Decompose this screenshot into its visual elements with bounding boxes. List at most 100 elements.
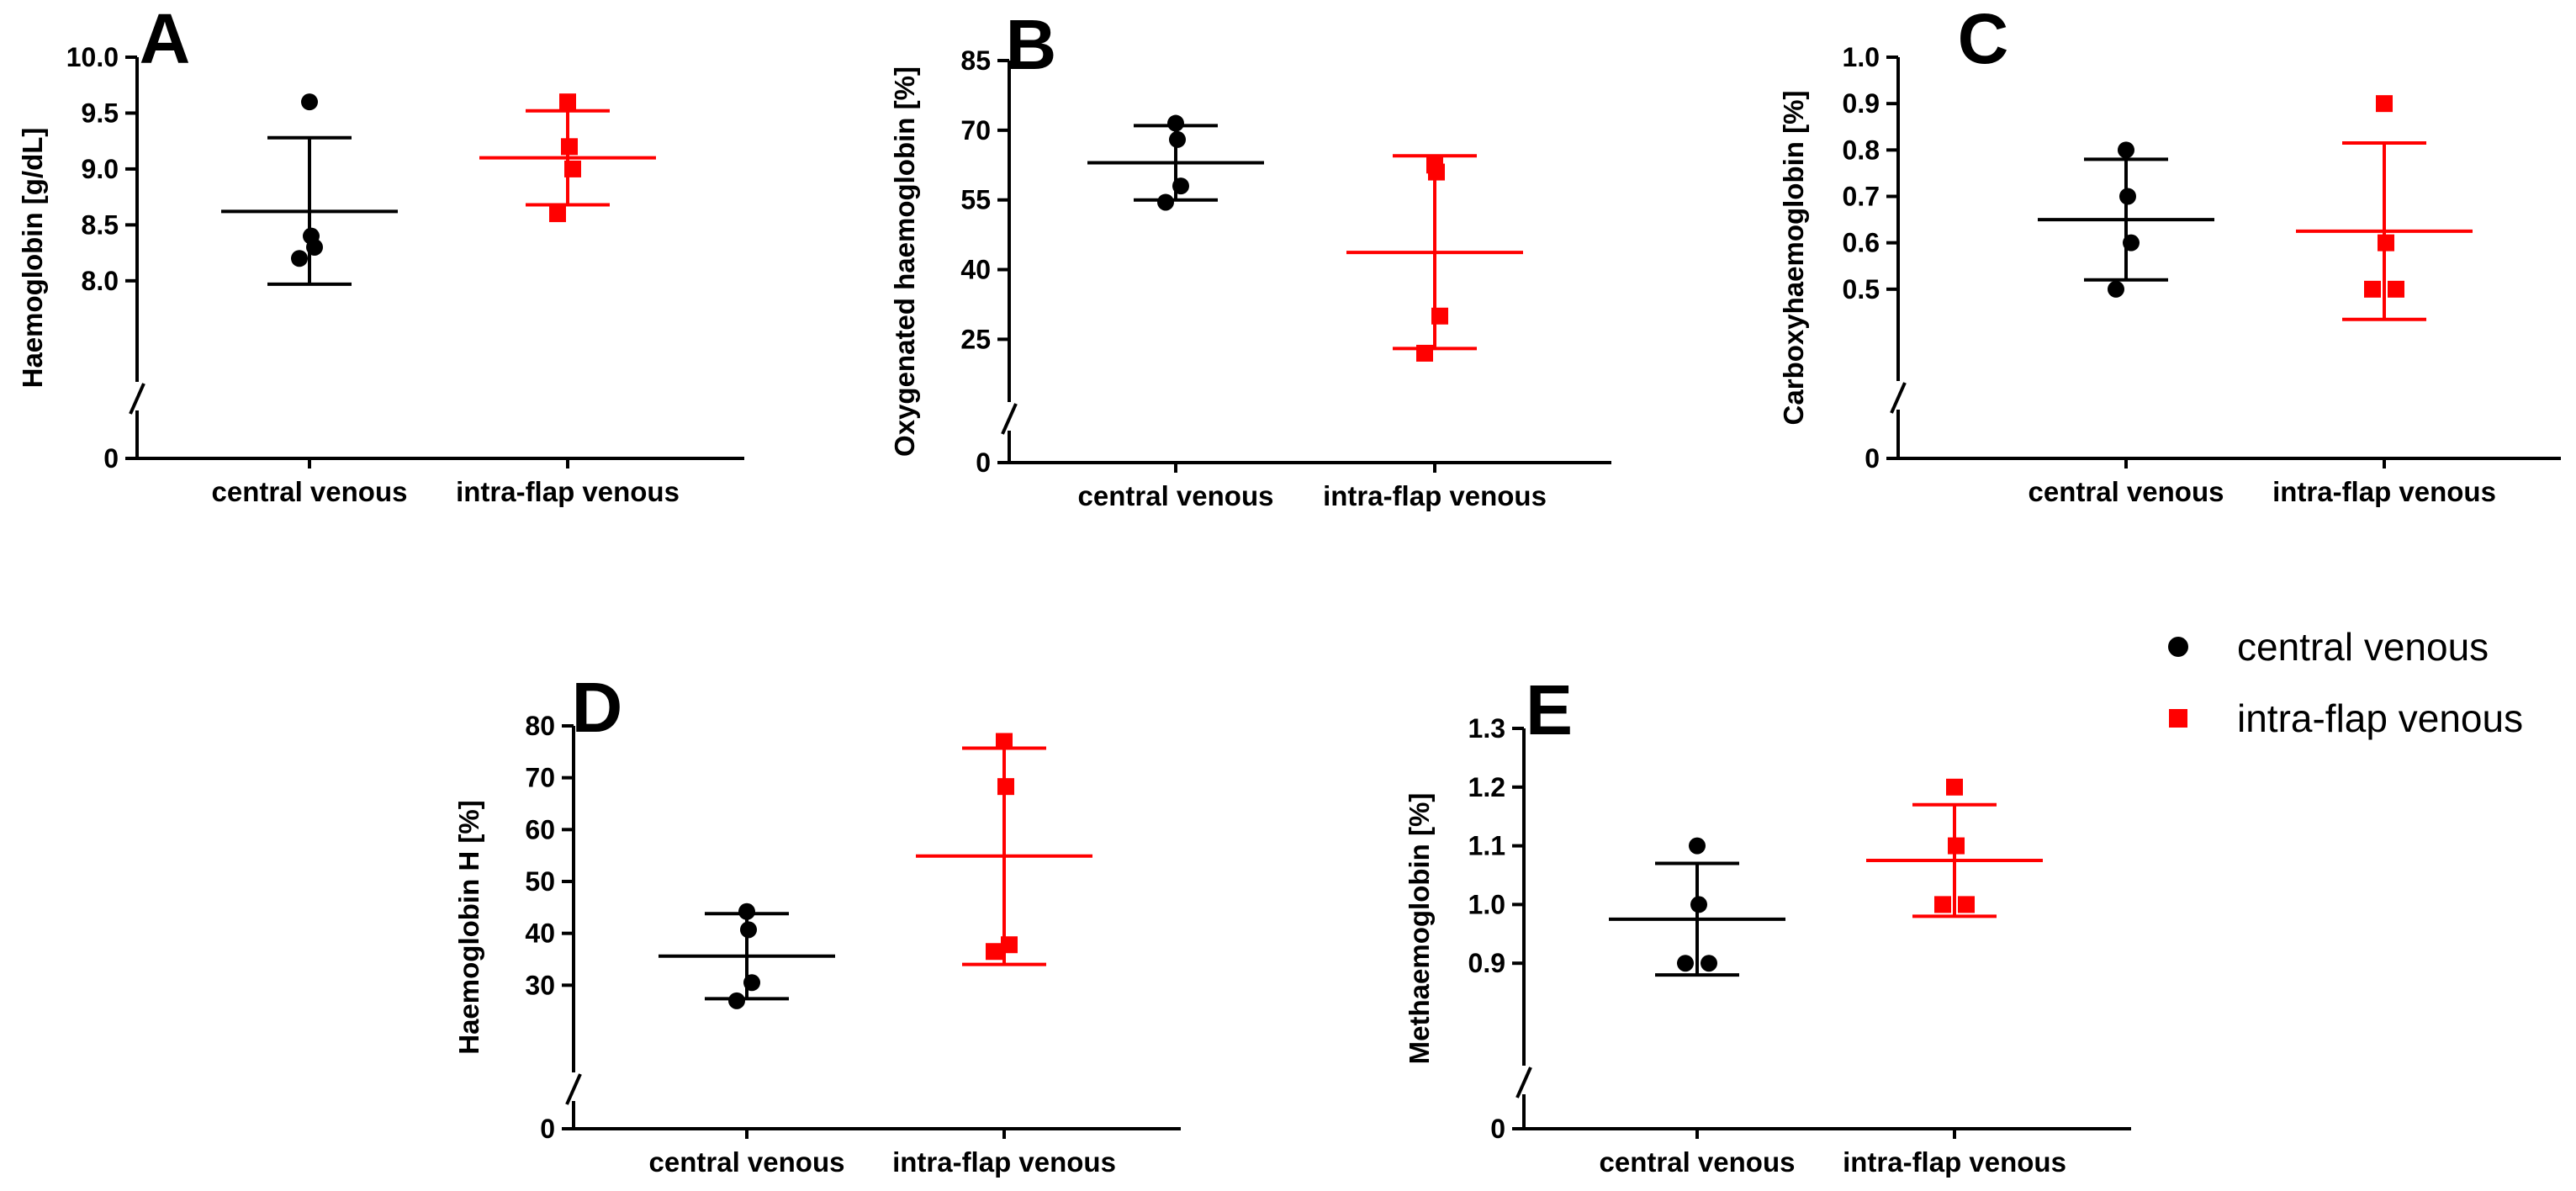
data-point	[1690, 896, 1707, 913]
y-tick-label: 0.7	[1843, 182, 1880, 212]
legend-marker-intra-flap-venous	[2169, 709, 2187, 728]
y-tick-label: 1.1	[1468, 831, 1505, 861]
y-tick-label: 0.9	[1843, 88, 1880, 119]
panel-c: C 0.5 0.6 0.7 0.8 0.9 1.0 0 central venous intra-…	[1778, 0, 2561, 507]
x-category-label: intra-flap venous	[456, 476, 680, 507]
data-point	[2108, 280, 2124, 298]
data-point	[549, 205, 566, 223]
axis-break-mark	[1001, 403, 1018, 435]
data-point	[1948, 837, 1965, 855]
panel-letter: B	[1006, 5, 1057, 84]
data-point	[1934, 896, 1951, 913]
y-tick-label: 8.0	[82, 266, 119, 296]
axis-break-mark	[1890, 382, 1907, 414]
y-tick-label: 70	[960, 115, 991, 146]
legend-label-central-venous: central venous	[2237, 625, 2489, 669]
data-point	[564, 160, 581, 177]
y-tick-label: 9.0	[82, 154, 119, 184]
data-point	[743, 974, 760, 992]
y-tick-label-zero: 0	[1865, 443, 1880, 474]
y-tick-label: 80	[525, 711, 555, 741]
x-category-label: central venous	[1600, 1146, 1796, 1178]
panel-letter: A	[140, 0, 191, 78]
panel-letter: E	[1526, 670, 1573, 749]
data-point	[1428, 163, 1445, 181]
y-tick-label: 1.0	[1843, 42, 1880, 72]
y-tick-label: 0.9	[1468, 948, 1505, 978]
y-tick-label: 1.2	[1468, 772, 1505, 802]
legend-label-intra-flap-venous: intra-flap venous	[2237, 696, 2523, 740]
y-tick-label: 85	[960, 45, 991, 76]
x-category-label: intra-flap venous	[2272, 476, 2496, 507]
panel-d: D 30 40 50 60 70 80 0 central venous intra-flap v…	[453, 668, 1181, 1178]
y-tick-label-zero: 0	[1490, 1114, 1505, 1144]
panel-letter: C	[1958, 0, 2009, 78]
data-point	[559, 93, 576, 111]
y-axis-label: Haemoglobin [g/dL]	[17, 128, 48, 389]
data-point	[2123, 234, 2140, 251]
x-category-label: central venous	[2029, 476, 2224, 507]
data-point	[728, 992, 745, 1009]
y-tick-label: 0.5	[1843, 274, 1880, 304]
y-axis-label: Oxygenated haemoglobin [%]	[889, 66, 920, 457]
data-point	[561, 138, 578, 156]
y-tick-label: 70	[525, 763, 555, 793]
y-tick-label: 60	[525, 814, 555, 844]
y-tick-label: 0.6	[1843, 228, 1880, 258]
y-tick-label: 1.3	[1468, 713, 1505, 744]
panel-b: B 25 40 55 70 85 0 central venous intra-flap ven…	[889, 5, 1611, 511]
y-tick-label-zero: 0	[540, 1114, 555, 1144]
panel-e: E 0.9 1.0 1.1 1.2 1.3 0 central venous intra-fla…	[1404, 670, 2131, 1178]
y-tick-label: 1.0	[1468, 889, 1505, 919]
data-point	[1677, 955, 1694, 972]
y-tick-label-zero: 0	[976, 447, 991, 478]
data-point	[2388, 280, 2404, 298]
legend: central venous intra-flap venous	[2168, 625, 2523, 740]
axis-break-mark	[129, 383, 145, 415]
x-category-label: central venous	[1078, 480, 1274, 511]
y-tick-label: 0.8	[1843, 135, 1880, 165]
data-point	[1946, 778, 1963, 796]
data-point	[1157, 193, 1174, 211]
y-axis-label: Carboxyhaemoglobin [%]	[1778, 91, 1809, 426]
x-category-label: intra-flap venous	[1323, 480, 1547, 511]
x-category-label: central venous	[212, 476, 408, 507]
y-tick-label: 40	[525, 918, 555, 949]
data-point	[996, 733, 1013, 750]
data-point	[1701, 955, 1717, 972]
data-point	[986, 943, 1002, 961]
y-tick-label: 40	[960, 255, 991, 285]
data-point	[2364, 280, 2381, 298]
panel-letter: D	[572, 668, 623, 747]
data-point	[301, 93, 318, 111]
data-point	[1169, 130, 1186, 148]
x-category-label: intra-flap venous	[1843, 1146, 2066, 1178]
data-point	[997, 778, 1014, 796]
data-point	[2119, 188, 2136, 205]
y-tick-label: 9.5	[82, 98, 119, 128]
y-tick-label: 30	[525, 970, 555, 1000]
panel-a: A 8.0 8.5 9.0 9.5 10.0 0 central venous intra-fl…	[17, 0, 744, 507]
data-point	[2378, 234, 2394, 251]
legend-marker-central-venous	[2168, 637, 2188, 657]
data-point	[1001, 936, 1018, 954]
data-point	[1958, 896, 1975, 913]
data-point	[740, 921, 757, 939]
data-point	[306, 238, 323, 256]
data-point	[2376, 95, 2393, 113]
y-tick-label: 8.5	[82, 209, 119, 240]
axis-break-mark	[1515, 1067, 1532, 1098]
data-point	[2118, 141, 2134, 159]
y-axis-label: Haemoglobin H [%]	[453, 800, 484, 1055]
data-point	[738, 903, 755, 920]
data-point	[1431, 307, 1448, 325]
y-tick-label-zero: 0	[103, 443, 119, 474]
panels: A 8.0 8.5 9.0 9.5 10.0 0 central venous intra-fl…	[17, 0, 2561, 1178]
y-tick-label: 10.0	[66, 42, 119, 72]
data-point	[1167, 114, 1184, 132]
y-tick-label: 25	[960, 324, 991, 354]
data-point	[1172, 177, 1189, 195]
y-axis-label: Methaemoglobin [%]	[1404, 793, 1435, 1065]
data-point	[1416, 344, 1433, 362]
